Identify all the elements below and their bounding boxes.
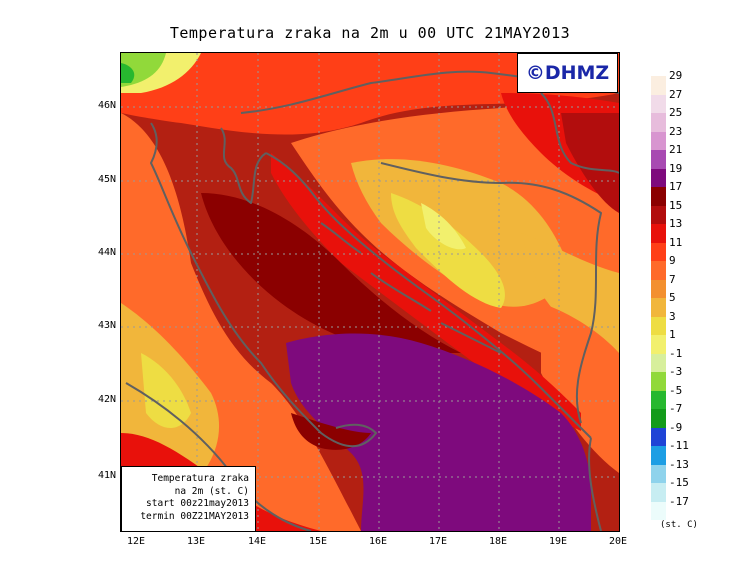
east-border xyxy=(540,92,619,174)
lon-label-16e: 16E xyxy=(368,536,388,547)
legend-label: -3 xyxy=(669,365,683,378)
info-line-1: Temperatura zraka xyxy=(151,473,249,484)
legend-swatch xyxy=(651,372,666,391)
legend-label: 29 xyxy=(669,69,683,82)
croatia-coastline xyxy=(265,152,592,439)
legend-swatch xyxy=(651,113,666,132)
lat-label-41n: 41N xyxy=(97,470,116,481)
legend-label: -1 xyxy=(669,346,683,360)
lon-label-19e: 19E xyxy=(548,536,568,547)
info-box: Temperatura zraka na 2m (st. C) start 00… xyxy=(121,466,256,532)
dinaric-peaks xyxy=(391,193,505,308)
east-deep xyxy=(561,113,619,213)
albania-coastline xyxy=(588,437,602,531)
lat-label-42n: 42N xyxy=(97,394,116,405)
info-line-2: na 2m (st. C) xyxy=(174,485,249,497)
map-title: Temperatura zraka na 2m u 00 UTC 21MAY20… xyxy=(169,24,571,42)
legend-swatch xyxy=(651,261,666,280)
lat-label-44n: 44N xyxy=(97,247,116,258)
legend-swatch xyxy=(651,390,666,409)
legend-label: 3 xyxy=(669,309,676,323)
legend-label: 25 xyxy=(669,106,683,119)
legend-label: -15 xyxy=(669,476,689,489)
graticule xyxy=(121,53,619,531)
lat-label-46n: 46N xyxy=(97,100,116,111)
legend-label: 5 xyxy=(669,291,676,304)
balkan-border xyxy=(380,162,602,424)
legend-swatch xyxy=(651,242,666,261)
legend-label: -9 xyxy=(669,420,683,434)
legend-swatch xyxy=(651,94,666,113)
lon-label-14e: 14E xyxy=(247,536,267,547)
legend-swatch xyxy=(651,501,666,520)
legend-label: 7 xyxy=(669,272,676,286)
legend-swatch xyxy=(651,353,666,372)
legend-label: 17 xyxy=(669,180,683,193)
legend-swatch xyxy=(651,168,666,187)
east-warm xyxy=(541,303,619,473)
legend-label: -13 xyxy=(669,457,689,471)
legend-swatch xyxy=(651,76,666,95)
info-line-4: termin 00Z21MAY2013 xyxy=(140,510,249,522)
legend-label: 1 xyxy=(669,328,676,341)
dhmz-logo: ©DHMZ xyxy=(517,53,618,93)
legend-swatch xyxy=(651,150,666,169)
dalmatian-islands xyxy=(320,222,502,354)
legend-swatch xyxy=(651,316,666,335)
logo-text: ©DHMZ xyxy=(525,62,610,84)
legend-swatch xyxy=(651,335,666,354)
lon-label-18e: 18E xyxy=(488,536,508,547)
lon-label-20e: 20E xyxy=(608,536,628,547)
legend-label: 9 xyxy=(669,254,676,267)
legend-label: 19 xyxy=(669,161,683,175)
legend-swatch xyxy=(651,187,666,206)
italy-coastline xyxy=(150,122,377,448)
legend-label: -17 xyxy=(669,494,689,508)
italy-peaks xyxy=(141,353,191,428)
lon-label-13e: 13E xyxy=(186,536,206,547)
legend-swatch xyxy=(651,427,666,446)
legend-swatch xyxy=(651,464,666,483)
legend-label: 13 xyxy=(669,217,683,230)
legend-label: 27 xyxy=(669,87,683,101)
legend-swatch xyxy=(651,279,666,298)
lon-label-12e: 12E xyxy=(126,536,146,547)
legend-unit: (st. C) xyxy=(660,520,698,530)
legend-label: -11 xyxy=(669,439,689,452)
legend-label: -5 xyxy=(669,383,683,397)
temperature-map xyxy=(120,52,620,532)
istria-coastline xyxy=(220,127,267,204)
balkan-cold xyxy=(421,203,466,250)
legend-swatch xyxy=(651,224,666,243)
legend-swatch xyxy=(651,446,666,465)
legend-label: 11 xyxy=(669,235,683,249)
lon-label-17e: 17E xyxy=(428,536,448,547)
info-line-3: start 00z21may2013 xyxy=(146,498,249,509)
balkan-highland xyxy=(351,159,571,307)
legend-swatch xyxy=(651,409,666,428)
legend-label: -7 xyxy=(669,402,683,415)
lon-label-15e: 15E xyxy=(308,536,328,547)
legend-swatch xyxy=(651,483,666,502)
legend-swatch xyxy=(651,298,666,317)
central-adriatic xyxy=(201,193,461,353)
legend-label: 23 xyxy=(669,124,683,138)
legend-swatch xyxy=(651,205,666,224)
legend-swatch xyxy=(651,131,666,150)
lat-label-45n: 45N xyxy=(97,174,116,185)
alps-deep-green xyxy=(121,63,135,83)
legend-label: 15 xyxy=(669,198,683,212)
lat-label-43n: 43N xyxy=(97,320,116,331)
legend-label: 21 xyxy=(669,143,683,156)
